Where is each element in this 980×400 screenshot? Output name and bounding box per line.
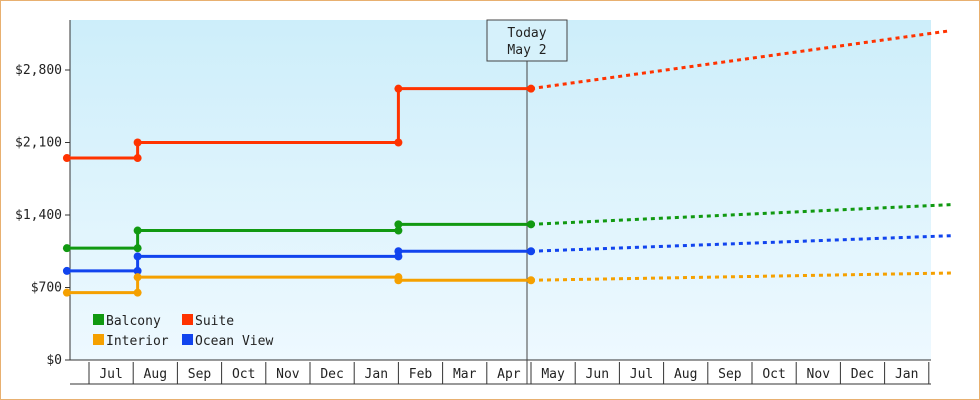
data-point — [527, 220, 535, 228]
legend-swatch — [182, 314, 193, 325]
data-point — [63, 154, 71, 162]
legend-swatch — [182, 334, 193, 345]
x-tick-label: Jul — [630, 367, 653, 382]
legend-label: Balcony — [106, 314, 161, 329]
y-tick-label: $2,100 — [15, 136, 62, 151]
data-point — [134, 252, 142, 260]
x-tick-label: Apr — [497, 367, 521, 382]
data-point — [527, 85, 535, 93]
x-tick-label: Nov — [276, 367, 300, 382]
x-tick-label: Aug — [144, 367, 167, 382]
data-point — [394, 276, 402, 284]
x-tick-label: Dec — [851, 367, 874, 382]
data-point — [134, 289, 142, 297]
y-tick-label: $2,800 — [15, 63, 62, 78]
data-point — [134, 227, 142, 235]
data-point — [394, 247, 402, 255]
today-label-text: Today — [507, 26, 546, 41]
x-tick-label: Oct — [762, 367, 785, 382]
y-tick-label: $700 — [31, 281, 62, 296]
x-tick-label: Jun — [586, 367, 609, 382]
legend-label: Suite — [195, 314, 234, 329]
data-point — [394, 139, 402, 147]
x-tick-label: Oct — [232, 367, 255, 382]
x-tick-label: Dec — [320, 367, 343, 382]
legend-swatch — [93, 314, 104, 325]
x-tick-label: Jan — [895, 367, 918, 382]
x-tick-label: May — [541, 367, 565, 382]
legend-label: Interior — [106, 334, 169, 349]
data-point — [134, 154, 142, 162]
data-point — [63, 244, 71, 252]
y-tick-label: $1,400 — [15, 208, 62, 223]
plot-area — [70, 20, 931, 360]
x-tick-label: Jul — [99, 367, 122, 382]
today-label-text: May 2 — [507, 43, 546, 58]
x-axis: Jul Aug Sep Oct Nov Dec Jan Feb Mar Apr May Jun Jul A… — [70, 360, 931, 384]
data-point — [134, 139, 142, 147]
data-point — [63, 267, 71, 275]
data-point — [527, 276, 535, 284]
data-point — [394, 85, 402, 93]
data-point — [134, 244, 142, 252]
x-tick-label: Feb — [409, 367, 433, 382]
y-tick-label: $0 — [46, 353, 62, 368]
y-axis: $0 $700 $1,400 $2,100 $2,800 — [15, 20, 70, 368]
data-point — [63, 289, 71, 297]
legend-swatch — [93, 334, 104, 345]
data-point — [134, 273, 142, 281]
data-point — [527, 247, 535, 255]
x-tick-label: Jan — [365, 367, 388, 382]
data-point — [394, 220, 402, 228]
legend-label: Ocean View — [195, 334, 273, 349]
x-tick-label: Mar — [453, 367, 477, 382]
x-tick-label: Nov — [807, 367, 831, 382]
x-tick-label: Sep — [188, 367, 212, 382]
x-tick-label: Aug — [674, 367, 697, 382]
x-tick-label: Sep — [718, 367, 742, 382]
